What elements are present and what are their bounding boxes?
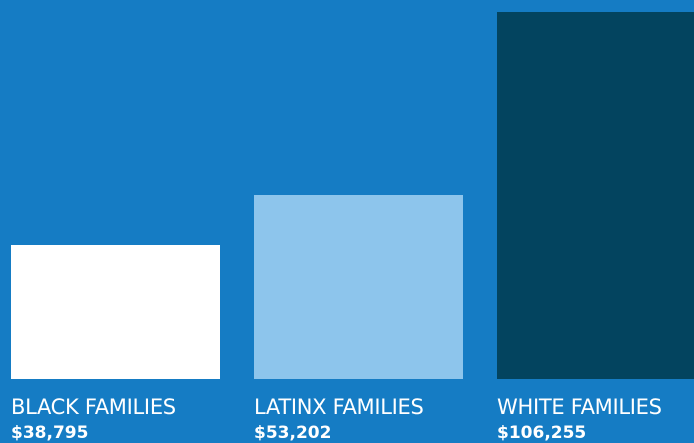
category-label: BLACK FAMILIES [11,395,176,419]
category-label: LATINX FAMILIES [254,395,424,419]
value-label: $38,795 [11,423,89,443]
bar-white-families [497,12,694,379]
bar-black-families [11,245,220,379]
bar-latinx-families [254,195,463,379]
value-label: $53,202 [254,423,332,443]
value-label: $106,255 [497,423,587,443]
category-label: WHITE FAMILIES [497,395,662,419]
